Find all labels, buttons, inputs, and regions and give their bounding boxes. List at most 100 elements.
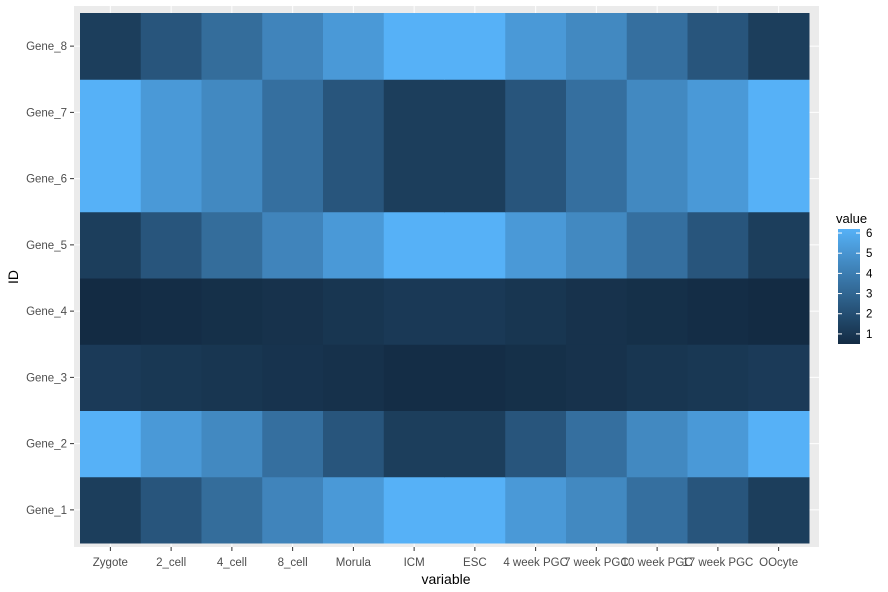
legend-colorbar — [838, 229, 860, 344]
heatmap-cell — [748, 410, 810, 478]
heatmap-cell — [323, 344, 385, 411]
heatmap-cell — [323, 278, 385, 345]
heatmap-cell — [80, 79, 142, 146]
heatmap-cell — [444, 79, 506, 146]
legend-tick-label: 2 — [866, 309, 872, 321]
heatmap-cell — [566, 410, 628, 478]
heatmap-cell — [444, 344, 506, 411]
x-tick-label: 2_cell — [156, 557, 186, 569]
y-axis-title: ID — [5, 270, 21, 284]
heatmap-cell — [626, 211, 688, 279]
legend-title: value — [836, 211, 867, 226]
x-axis-title: variable — [421, 571, 470, 587]
legend-tick-label: 4 — [866, 268, 873, 280]
heatmap-cell — [383, 79, 445, 146]
heatmap-cell — [444, 410, 506, 478]
heatmap-cell — [687, 13, 749, 80]
x-tick-label: OOcyte — [759, 557, 798, 569]
heatmap-cell — [687, 410, 749, 478]
heatmap-cell — [505, 344, 567, 411]
legend: value 1 2 3 4 5 6 — [836, 211, 873, 344]
heatmap-cell — [140, 344, 202, 411]
heatmap-cell — [505, 476, 567, 544]
x-tick-label: 4_cell — [217, 557, 247, 569]
heatmap-cell — [444, 13, 506, 80]
heatmap-cell — [140, 145, 202, 213]
heatmap-cell — [626, 13, 688, 80]
y-tick-label: Gene_4 — [26, 306, 68, 318]
heatmap-cell — [323, 145, 385, 213]
heatmap-cell — [566, 476, 628, 544]
x-tick-label: 7 week PGC — [564, 557, 629, 569]
heatmap-cell — [323, 410, 385, 478]
heatmap-cell — [444, 476, 506, 544]
y-tick-label: Gene_3 — [26, 372, 67, 384]
heatmap-cell — [505, 211, 567, 279]
heatmap-cell — [626, 476, 688, 544]
legend-tick-label: 5 — [866, 248, 872, 260]
y-tick-label: Gene_6 — [26, 174, 67, 186]
x-tick-label: Morula — [336, 557, 372, 569]
heatmap-cell — [566, 211, 628, 279]
heatmap-cell — [566, 13, 628, 80]
heatmap-cell — [444, 278, 506, 345]
legend-tick-label: 1 — [866, 329, 872, 341]
heatmap-cell — [383, 13, 445, 80]
heatmap-cell — [80, 410, 142, 478]
y-tick-label: Gene_5 — [26, 240, 67, 252]
heatmap-cell — [140, 410, 202, 478]
heatmap-cell — [748, 278, 810, 345]
heatmap-cell — [626, 344, 688, 411]
heatmap-cell — [140, 278, 202, 345]
heatmap-cell — [505, 278, 567, 345]
heatmap-cell — [566, 344, 628, 411]
heatmap-cell — [201, 278, 263, 345]
heatmap-cell — [80, 278, 142, 345]
x-axis-ticks: Zygote 2_cell 4_cell 8_cell Morula ICM ESC 4 we… — [93, 547, 798, 569]
heatmap-cell — [566, 278, 628, 345]
heatmap-cell — [687, 211, 749, 279]
heatmap-cell — [566, 145, 628, 213]
heatmap-cell — [505, 79, 567, 146]
heatmap-cell — [80, 476, 142, 544]
heatmap-cell — [323, 79, 385, 146]
heatmap-cell — [140, 211, 202, 279]
heatmap-cell — [444, 145, 506, 213]
heatmap-cells — [74, 6, 819, 547]
heatmap-cell — [262, 410, 324, 478]
x-tick-label: 4 week PGC — [503, 557, 568, 569]
heatmap-cell — [140, 476, 202, 544]
heatmap-cell — [323, 476, 385, 544]
heatmap-cell — [201, 476, 263, 544]
heatmap-cell — [626, 278, 688, 345]
heatmap-cell — [201, 344, 263, 411]
heatmap-cell — [748, 145, 810, 213]
heatmap-cell — [687, 145, 749, 213]
legend-tick-label: 6 — [866, 228, 872, 240]
heatmap-cell — [748, 13, 810, 80]
heatmap-cell — [80, 211, 142, 279]
x-tick-label: 8_cell — [278, 557, 308, 569]
heatmap-cell — [201, 79, 263, 146]
heatmap-cell — [505, 13, 567, 80]
heatmap-cell — [262, 79, 324, 146]
heatmap-cell — [748, 79, 810, 146]
legend-ticks: 1 2 3 4 5 6 — [838, 228, 873, 341]
heatmap-cell — [505, 145, 567, 213]
heatmap-cell — [262, 476, 324, 544]
x-tick-label: ICM — [404, 557, 425, 569]
heatmap-cell — [201, 410, 263, 478]
heatmap-cell — [262, 145, 324, 213]
y-tick-label: Gene_7 — [26, 107, 67, 119]
x-tick-label: 10 week PGC — [622, 557, 693, 569]
heatmap-cell — [80, 13, 142, 80]
heatmap-cell — [140, 13, 202, 80]
heatmap-cell — [748, 211, 810, 279]
heatmap-cell — [262, 344, 324, 411]
heatmap-cell — [383, 278, 445, 345]
x-tick-label: Zygote — [93, 557, 128, 569]
heatmap-cell — [80, 145, 142, 213]
heatmap-cell — [383, 476, 445, 544]
heatmap-cell — [687, 278, 749, 345]
